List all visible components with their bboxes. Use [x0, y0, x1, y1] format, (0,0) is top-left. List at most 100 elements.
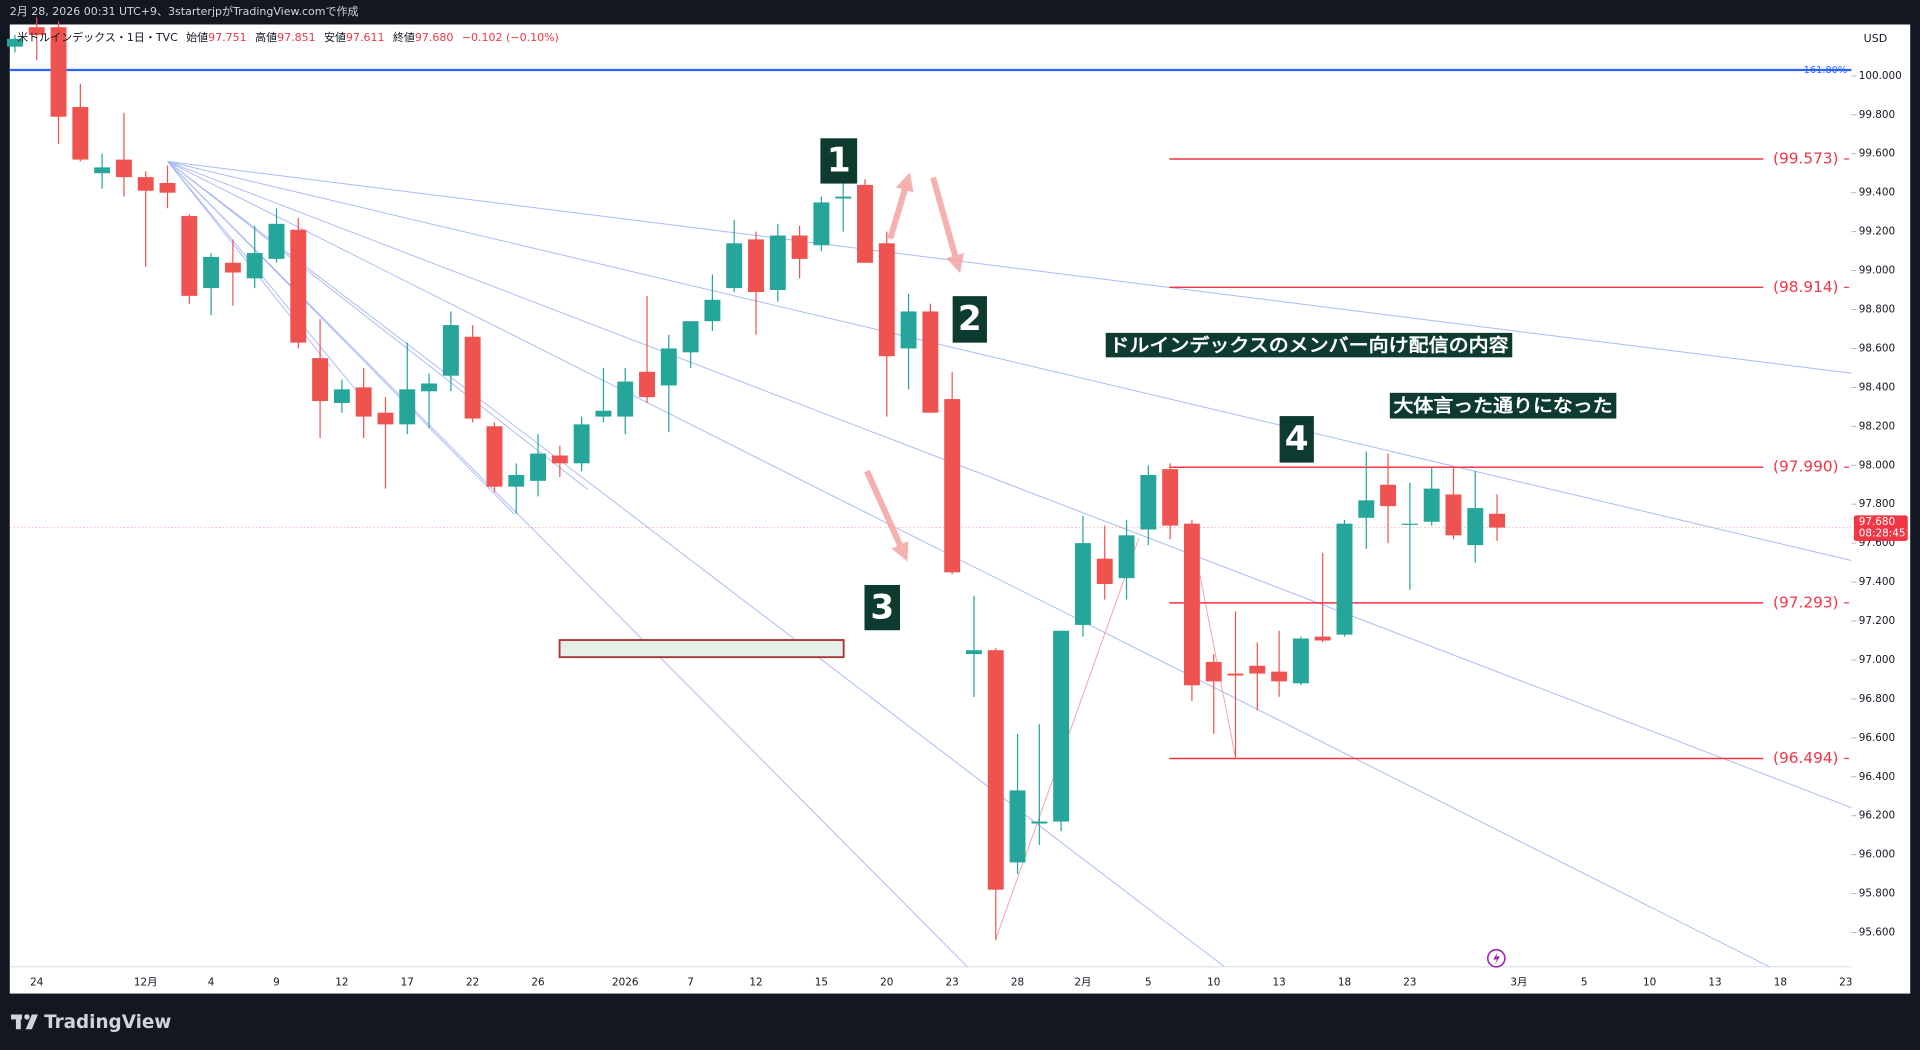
fan-line — [167, 161, 1225, 968]
y-tick-label: 96.000 — [1859, 849, 1895, 861]
candle-body — [224, 262, 241, 273]
annotation-box — [1389, 392, 1617, 419]
candle-body — [1162, 469, 1179, 526]
y-tick-label: 97.600 — [1859, 537, 1895, 549]
candle-body — [290, 229, 307, 343]
candle-body — [72, 107, 89, 160]
candle-body — [1423, 488, 1440, 522]
candle-body — [333, 389, 350, 403]
y-tick-label: 98.800 — [1859, 304, 1895, 316]
candle-body — [857, 184, 873, 263]
legend-label: 始値 — [186, 30, 208, 44]
y-tick-label: 99.800 — [1859, 109, 1895, 121]
candle-body — [442, 325, 459, 376]
candle-body — [1401, 523, 1418, 525]
candle-body — [1096, 558, 1113, 585]
x-tick-label: 23 — [1839, 977, 1852, 989]
annotation-text: 1 — [827, 141, 851, 181]
legend-value: 97.680 — [415, 31, 454, 44]
candle-body — [595, 410, 612, 417]
candle-body — [246, 253, 263, 279]
y-tick-label: 96.600 — [1859, 732, 1895, 744]
candle-body — [159, 182, 176, 193]
candle-body — [508, 474, 525, 487]
candle-body — [377, 412, 394, 425]
y-tick-label: 97.400 — [1859, 576, 1895, 588]
candle-body — [639, 371, 655, 398]
annotation-text: 大体言った通りになった — [1393, 395, 1612, 417]
candle-body — [6, 38, 23, 47]
legend-label: 安値 — [324, 30, 346, 44]
candle-body — [769, 235, 786, 291]
x-tick-label: 28 — [1011, 977, 1024, 989]
candle-body — [181, 216, 198, 296]
candle-body — [355, 387, 372, 417]
candle-body — [530, 453, 546, 481]
candle-body — [1380, 484, 1397, 507]
candle-body — [617, 381, 634, 417]
candle-body — [1271, 671, 1288, 682]
candle-body — [203, 256, 220, 289]
symbol: 米ドルインデックス・1日・TVC — [17, 30, 178, 44]
created-info: 2月 28, 2026 00:31 UTC+9、3starterjpがTradi… — [10, 4, 359, 18]
candle-body — [464, 336, 481, 419]
x-tick-label: 10 — [1643, 977, 1656, 989]
annotation-box — [820, 138, 858, 184]
candle-body — [28, 27, 45, 35]
candle-body — [551, 455, 568, 464]
candle-body — [1467, 508, 1484, 546]
candle-body — [900, 311, 917, 349]
logo-part — [15, 1014, 21, 1030]
y-tick-label: 96.400 — [1859, 771, 1895, 783]
annotation-text: ドルインデックスのメンバー向け配信の内容 — [1109, 334, 1509, 356]
y-tick-label: 97.000 — [1859, 654, 1895, 666]
logo — [11, 1014, 38, 1030]
arrow — [887, 172, 914, 240]
fan-line — [167, 161, 1852, 809]
fan-line — [167, 161, 1852, 374]
y-tick-label: 100.000 — [1859, 70, 1902, 82]
arrow — [930, 176, 964, 274]
brand[interactable]: TradingView — [44, 1012, 171, 1033]
candle-body — [1183, 523, 1200, 686]
y-tick-label: 99.400 — [1859, 187, 1895, 199]
x-tick-label: 5 — [1145, 977, 1152, 989]
y-tick-label: 98.600 — [1859, 342, 1895, 354]
annotation-box — [864, 584, 900, 631]
level-label: (97.293) — [1773, 593, 1838, 611]
x-tick-label: 24 — [30, 977, 44, 989]
x-tick-label: 3月 — [1510, 977, 1527, 989]
candle-body — [682, 321, 699, 353]
x-tick-label: 22 — [466, 977, 479, 989]
candle-body — [922, 311, 939, 413]
candle-body — [1336, 523, 1353, 635]
candle-body — [726, 243, 743, 289]
x-tick-label: 17 — [401, 977, 414, 989]
candle-body — [1074, 543, 1091, 625]
candle-body — [421, 383, 438, 392]
candle-body — [704, 299, 721, 322]
fan-lines — [167, 161, 1852, 968]
event-icon-bolt — [1493, 952, 1500, 965]
level-label: (97.990) — [1773, 458, 1838, 476]
legend-label: 終値 — [393, 30, 415, 44]
y-tick-label: 98.200 — [1859, 420, 1895, 432]
candle-body — [137, 177, 154, 191]
candle-body — [813, 202, 830, 246]
x-tick-label: 10 — [1207, 977, 1220, 989]
candle-body — [1140, 474, 1157, 530]
candle-body — [268, 223, 285, 259]
y-tick-label: 96.800 — [1859, 693, 1895, 705]
candle-body — [1009, 790, 1026, 863]
x-tick-label: 13 — [1708, 977, 1721, 989]
legend-value: 97.751 — [208, 31, 247, 44]
annotation-text: 4 — [1285, 419, 1309, 459]
range-box — [558, 639, 845, 659]
candle-body — [399, 389, 416, 425]
level-label: (98.914) — [1773, 278, 1838, 296]
candle-body — [50, 27, 67, 117]
y-tick-label: 98.000 — [1859, 459, 1895, 471]
candle-body — [1205, 661, 1222, 682]
x-tick-label: 12月 — [134, 977, 158, 989]
countdown: 08:28:45 — [1859, 528, 1906, 540]
